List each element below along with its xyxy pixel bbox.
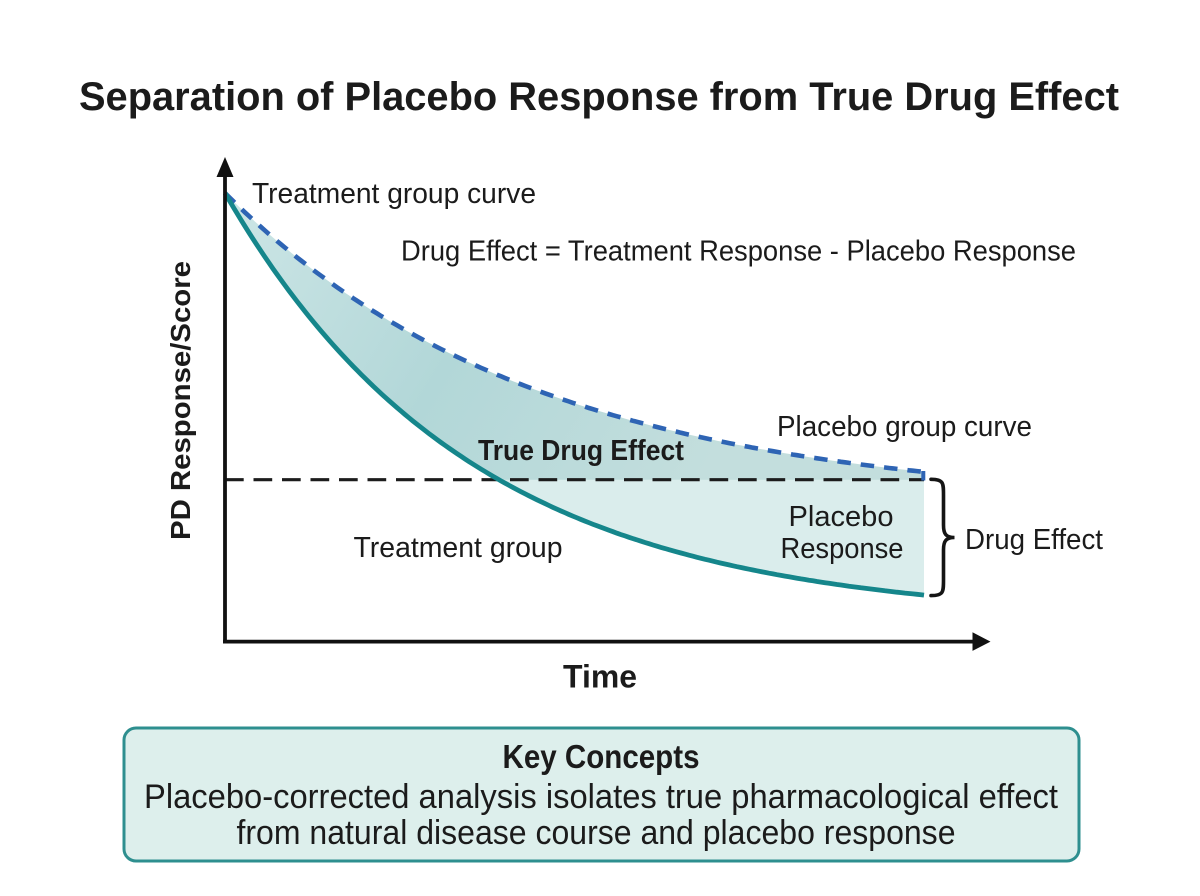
svg-text:True Drug Effect: True Drug Effect [478,435,684,467]
svg-text:Drug Effect: Drug Effect [965,524,1103,556]
svg-text:Response: Response [781,533,904,565]
svg-text:Key Concepts: Key Concepts [503,738,700,775]
svg-text:Time: Time [563,659,637,695]
svg-text:Placebo: Placebo [789,501,894,533]
svg-text:Treatment group: Treatment group [354,532,563,564]
svg-text:Separation of Placebo Response: Separation of Placebo Response from True… [79,75,1119,119]
svg-text:Placebo-corrected analysis iso: Placebo-corrected analysis isolates true… [144,778,1059,816]
svg-text:from natural disease course an: from natural disease course and placebo … [237,814,956,852]
svg-text:Placebo group curve: Placebo group curve [777,411,1032,443]
svg-text:Drug Effect = Treatment Respon: Drug Effect = Treatment Response - Place… [401,236,1076,268]
svg-text:PD Response/Score: PD Response/Score [165,261,196,540]
svg-text:Treatment group curve: Treatment group curve [252,178,536,210]
